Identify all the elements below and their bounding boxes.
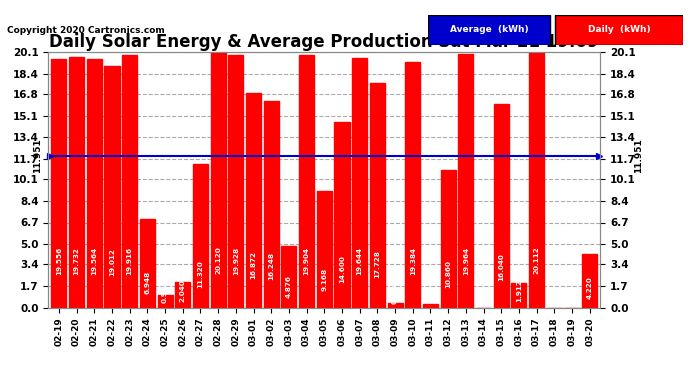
Bar: [511, 283, 526, 308]
Text: 19.564: 19.564: [91, 247, 97, 275]
Text: 19.732: 19.732: [74, 247, 79, 275]
Text: 6.948: 6.948: [144, 271, 150, 294]
Title: Daily Solar Energy & Average Production Sat Mar 21 19:09: Daily Solar Energy & Average Production …: [50, 33, 599, 51]
Text: 17.728: 17.728: [375, 250, 380, 278]
Text: 19.964: 19.964: [463, 246, 469, 274]
Bar: [175, 282, 190, 308]
Text: 19.928: 19.928: [233, 246, 239, 274]
Text: 11.320: 11.320: [197, 260, 204, 288]
Bar: [228, 55, 244, 308]
Text: Copyright 2020 Cartronics.com: Copyright 2020 Cartronics.com: [7, 26, 165, 35]
Text: 10.860: 10.860: [445, 260, 451, 288]
Bar: [405, 62, 420, 308]
Bar: [458, 54, 473, 307]
Bar: [441, 170, 455, 308]
Bar: [122, 55, 137, 308]
Text: 11.951: 11.951: [634, 138, 644, 173]
Text: 11.951: 11.951: [33, 138, 42, 173]
Text: 9.168: 9.168: [322, 268, 327, 291]
Text: 19.384: 19.384: [410, 248, 416, 276]
Text: 14.600: 14.600: [339, 255, 345, 283]
Text: 19.556: 19.556: [56, 247, 62, 275]
Bar: [51, 59, 66, 308]
Text: 16.872: 16.872: [250, 251, 257, 279]
Text: Daily  (kWh): Daily (kWh): [588, 26, 651, 34]
Text: 19.012: 19.012: [109, 248, 115, 276]
Text: 19.916: 19.916: [127, 246, 132, 274]
Bar: [494, 104, 509, 308]
Bar: [104, 66, 119, 308]
Text: 4.876: 4.876: [286, 274, 292, 297]
Text: 20.120: 20.120: [215, 247, 221, 274]
Bar: [370, 82, 385, 308]
Text: 2.040: 2.040: [180, 279, 186, 302]
Bar: [352, 58, 367, 308]
Text: 1.912: 1.912: [516, 279, 522, 302]
Bar: [282, 246, 297, 308]
Text: 20.112: 20.112: [533, 247, 540, 274]
Bar: [317, 191, 332, 308]
Text: 0.384: 0.384: [392, 282, 398, 304]
Bar: [140, 219, 155, 308]
Bar: [299, 55, 314, 308]
Text: 19.904: 19.904: [304, 247, 310, 274]
Bar: [246, 93, 261, 308]
Text: 0.968: 0.968: [162, 280, 168, 303]
Bar: [157, 295, 172, 307]
Text: Average  (kWh): Average (kWh): [450, 26, 529, 34]
Bar: [210, 52, 226, 308]
Text: 19.644: 19.644: [357, 247, 363, 275]
Bar: [529, 53, 544, 308]
Bar: [423, 304, 438, 307]
Text: 16.248: 16.248: [268, 252, 274, 280]
FancyBboxPatch shape: [555, 15, 683, 45]
Bar: [264, 101, 279, 308]
Bar: [335, 122, 350, 308]
Bar: [87, 59, 102, 308]
Bar: [69, 57, 84, 308]
Text: 16.040: 16.040: [498, 253, 504, 280]
FancyBboxPatch shape: [428, 15, 551, 45]
Bar: [388, 303, 402, 307]
Text: 4.220: 4.220: [586, 276, 593, 298]
Bar: [582, 254, 598, 308]
Bar: [193, 164, 208, 308]
